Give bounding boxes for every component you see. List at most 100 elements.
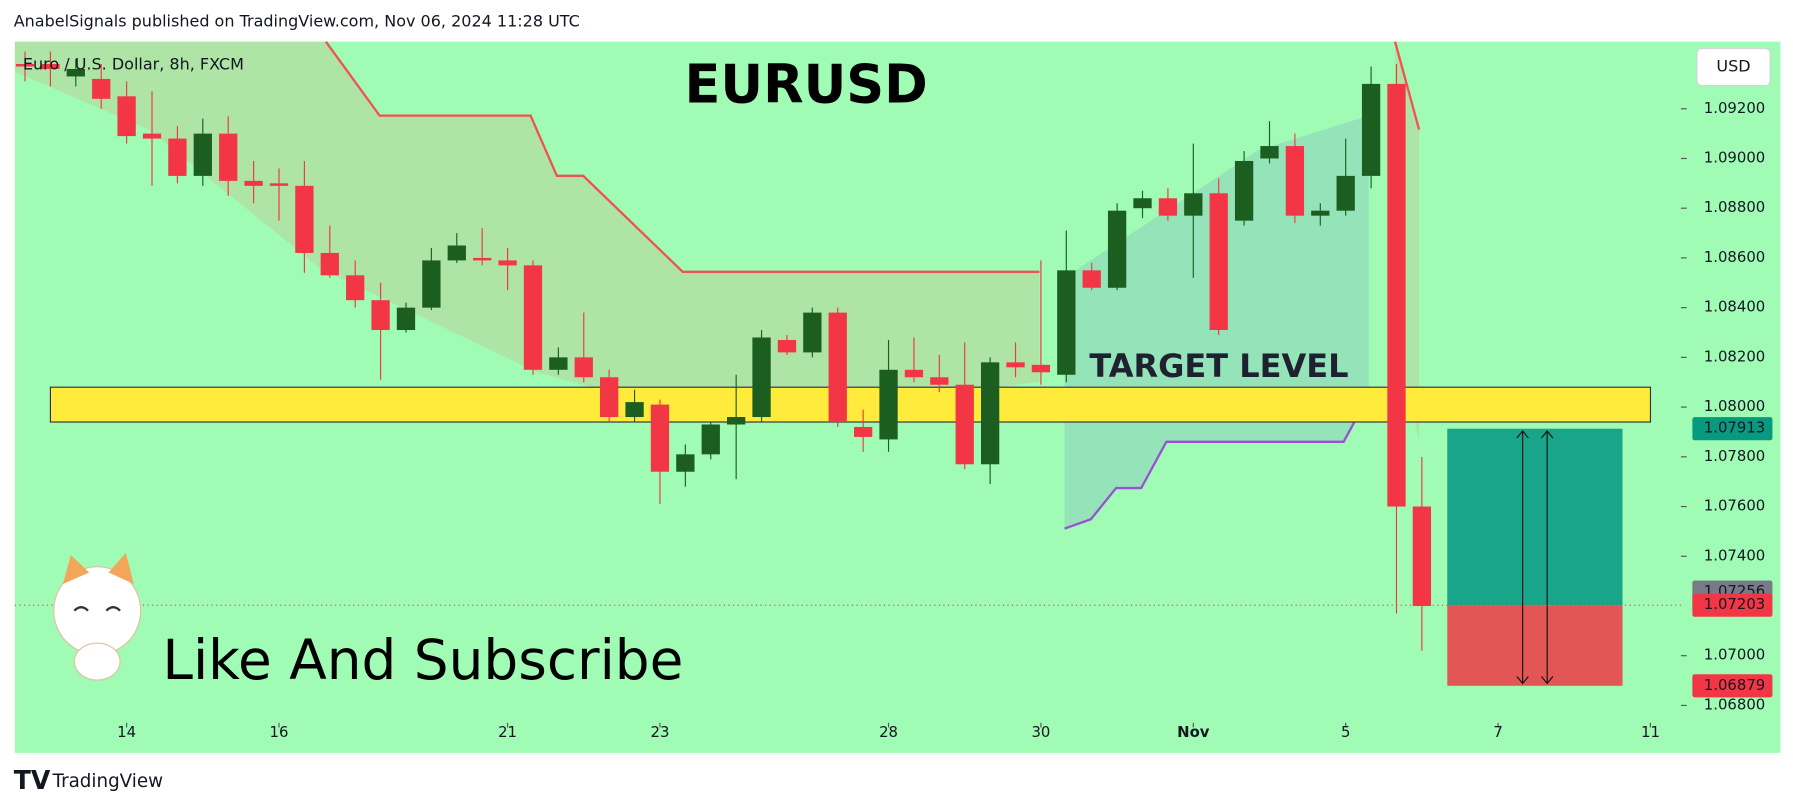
y-tick-label: 1.07800 [1704,447,1765,465]
candle-body [1311,210,1330,216]
candle-body [600,377,619,418]
x-tick-label: 16 [270,723,289,741]
candle-body [879,369,898,440]
candle-body [828,312,847,423]
candle-body [244,180,263,186]
candle-body [1336,175,1355,211]
candle-body [473,257,492,261]
logo-mark: 𝗧𝗩 [14,766,51,795]
candle-body [752,337,771,418]
candle-body [66,68,85,77]
candle-body [320,252,339,276]
y-tick-label: 1.07600 [1704,496,1765,514]
supertrend-line [1064,394,1370,530]
price-tag [1692,417,1773,441]
currency-button[interactable] [1696,47,1771,87]
candle-body [15,64,35,67]
candle-body [41,64,60,69]
target-zone [49,386,1652,423]
candle-body [269,183,289,186]
mascot [53,552,142,681]
candle-body [1412,506,1432,606]
candle-body [1107,210,1127,288]
price-tag-label: 1.07913 [1704,419,1765,437]
candle-body [346,275,365,301]
x-tick-label: 30 [1031,723,1050,741]
y-tick-label: 1.08800 [1704,198,1765,216]
x-tick-label: Nov [1177,723,1210,741]
annotation: TARGET LEVEL [1089,347,1348,385]
candle-body [142,133,162,139]
price-tag [1692,593,1773,617]
arrow-head [1516,430,1529,439]
candle-body [1057,270,1076,375]
x-tick-label: 11 [1641,723,1660,741]
candle-body [1184,193,1203,216]
candle-body [1006,362,1025,368]
y-tick-label: 1.07000 [1704,646,1765,664]
candle-body [193,133,212,176]
loss-box [1447,605,1623,686]
y-tick-label: 1.08400 [1704,298,1765,316]
currency-label: USD [1716,57,1750,76]
y-tick-label: 1.08600 [1704,248,1765,266]
chart-title: EURUSD [684,54,927,115]
candle-body [625,402,644,418]
candle-body [930,377,949,385]
candle-body [168,138,187,176]
symbol-label: Euro / U.S. Dollar, 8h, FXCM [23,54,244,73]
candle-body [777,339,797,353]
candle-body [803,312,822,353]
annotation: Like And Subscribe [162,629,683,693]
y-tick-label: 1.08200 [1704,347,1765,365]
supertrend-line [324,40,1040,273]
arrow-head [1541,676,1554,685]
y-tick-label: 1.08000 [1704,397,1765,415]
candle-body [549,357,568,370]
x-tick-label: 21 [498,723,517,741]
trend-shade [14,41,1040,426]
candle-body [92,78,111,99]
arrow-head [1516,676,1529,685]
y-tick-label: 1.09000 [1704,148,1765,166]
footer: TradingView [52,771,163,792]
candle-body [1209,193,1228,331]
x-tick-label: 14 [117,723,136,741]
candle-body [650,404,670,472]
x-tick-label: 28 [879,723,898,741]
candle-body [853,426,873,437]
candle-body [396,307,416,331]
candle-body [219,133,238,181]
price-tag [1692,674,1773,698]
candle-body [1158,198,1178,216]
y-tick-label: 1.06800 [1704,695,1765,713]
candle-body [574,357,593,378]
candle-body [117,96,136,137]
supertrend-line [1393,41,1421,130]
candle-body [1133,198,1152,209]
candle-body [904,369,924,378]
arrow-head [1541,430,1554,439]
candle-body [1285,146,1305,216]
header: AnabelSignals published on TradingView.c… [14,11,580,30]
candle-body [1387,83,1406,507]
y-tick-label: 1.07400 [1704,546,1765,564]
candle-body [523,265,543,370]
candle-body [1082,270,1101,288]
candle-body [1361,83,1381,176]
candle-body [447,245,466,261]
profit-box [1447,428,1623,606]
candle-body [980,362,1000,465]
candle-body [955,384,974,465]
candle-body [727,417,746,425]
price-tag-label: 1.07203 [1704,595,1765,613]
x-tick-label: 5 [1341,723,1350,741]
candle-body [422,260,441,308]
price-tag-label: 1.06879 [1704,676,1765,694]
y-tick-label: 1.09200 [1704,99,1765,117]
candle-body [1260,146,1279,159]
candle-body [701,424,720,455]
candle-body [1234,160,1254,221]
